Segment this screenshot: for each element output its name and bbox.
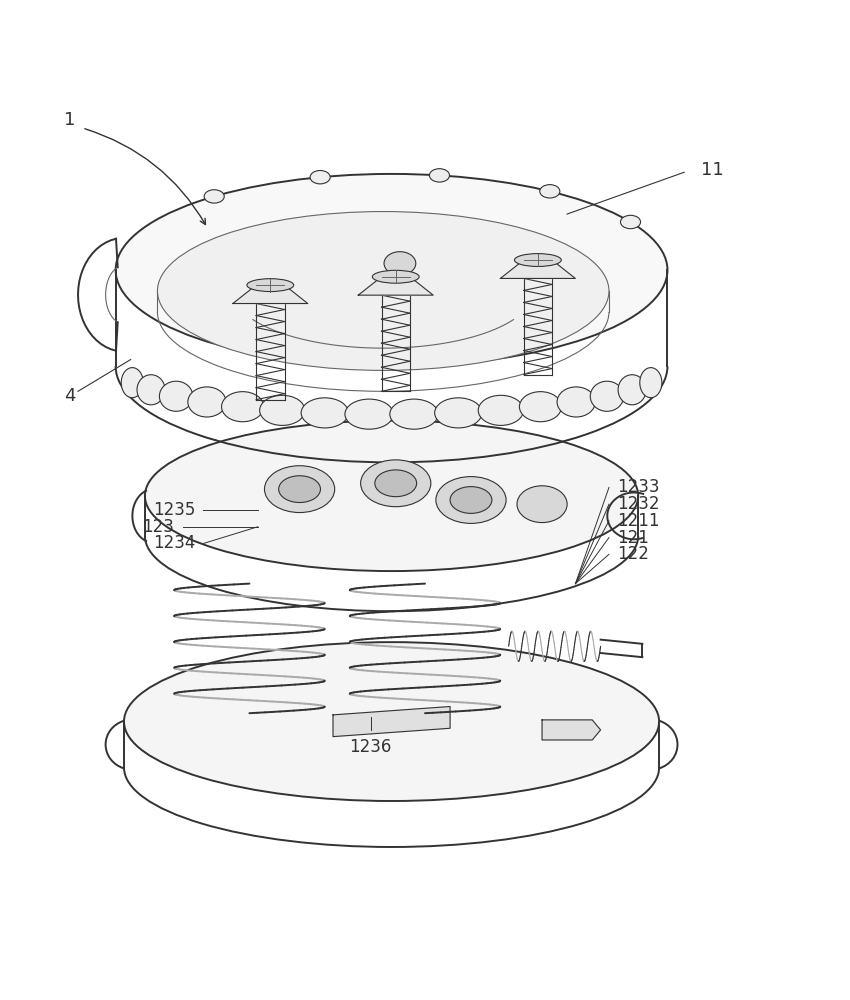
Text: 1236: 1236 xyxy=(349,738,392,756)
Ellipse shape xyxy=(157,212,609,370)
Ellipse shape xyxy=(264,466,335,513)
Ellipse shape xyxy=(222,392,264,422)
Text: 121: 121 xyxy=(617,529,649,547)
Text: 4: 4 xyxy=(64,387,76,405)
Polygon shape xyxy=(501,260,575,278)
Ellipse shape xyxy=(514,254,561,266)
Ellipse shape xyxy=(384,252,416,275)
Ellipse shape xyxy=(429,169,450,182)
Ellipse shape xyxy=(620,215,641,229)
Ellipse shape xyxy=(246,279,294,292)
Ellipse shape xyxy=(345,399,394,429)
Ellipse shape xyxy=(640,368,662,398)
Text: 11: 11 xyxy=(701,161,723,179)
Text: 1232: 1232 xyxy=(617,495,660,513)
Text: 123: 123 xyxy=(142,518,174,536)
Ellipse shape xyxy=(390,399,439,429)
Ellipse shape xyxy=(124,642,659,801)
Ellipse shape xyxy=(144,421,638,571)
Ellipse shape xyxy=(204,190,224,203)
Ellipse shape xyxy=(434,398,482,428)
Ellipse shape xyxy=(279,476,320,503)
Ellipse shape xyxy=(519,392,562,422)
Ellipse shape xyxy=(372,270,419,283)
Text: 1211: 1211 xyxy=(617,512,660,530)
Ellipse shape xyxy=(259,395,305,425)
Polygon shape xyxy=(542,720,601,740)
Ellipse shape xyxy=(590,381,624,411)
Ellipse shape xyxy=(450,487,492,513)
Ellipse shape xyxy=(310,171,330,184)
Ellipse shape xyxy=(116,174,667,366)
Ellipse shape xyxy=(618,375,646,405)
Text: 1235: 1235 xyxy=(153,501,195,519)
Ellipse shape xyxy=(540,185,560,198)
Ellipse shape xyxy=(436,477,506,523)
Text: 1: 1 xyxy=(64,111,76,129)
Text: 1233: 1233 xyxy=(617,478,660,496)
Text: 1234: 1234 xyxy=(153,534,195,552)
Ellipse shape xyxy=(557,387,595,417)
Ellipse shape xyxy=(188,387,226,417)
Ellipse shape xyxy=(360,460,431,507)
Ellipse shape xyxy=(375,470,416,497)
Ellipse shape xyxy=(137,375,165,405)
Polygon shape xyxy=(233,285,308,304)
Polygon shape xyxy=(333,707,450,737)
Ellipse shape xyxy=(479,395,524,425)
Text: 122: 122 xyxy=(617,545,649,563)
Ellipse shape xyxy=(301,398,348,428)
Ellipse shape xyxy=(160,381,193,411)
Ellipse shape xyxy=(517,486,567,523)
Polygon shape xyxy=(359,277,434,295)
Ellipse shape xyxy=(122,368,144,398)
